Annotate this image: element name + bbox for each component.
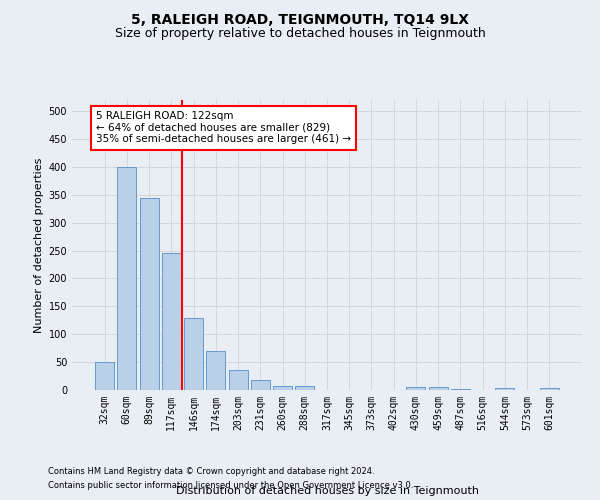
Text: Contains public sector information licensed under the Open Government Licence v3: Contains public sector information licen… <box>48 481 413 490</box>
Bar <box>295 386 314 390</box>
Bar <box>140 198 158 390</box>
Text: 5, RALEIGH ROAD, TEIGNMOUTH, TQ14 9LX: 5, RALEIGH ROAD, TEIGNMOUTH, TQ14 9LX <box>131 12 469 26</box>
Bar <box>206 351 225 390</box>
Bar <box>540 388 559 390</box>
Bar <box>273 386 292 390</box>
Bar <box>162 254 181 390</box>
Y-axis label: Number of detached properties: Number of detached properties <box>34 158 44 332</box>
X-axis label: Distribution of detached houses by size in Teignmouth: Distribution of detached houses by size … <box>176 486 479 496</box>
Text: Size of property relative to detached houses in Teignmouth: Size of property relative to detached ho… <box>115 28 485 40</box>
Text: 5 RALEIGH ROAD: 122sqm
← 64% of detached houses are smaller (829)
35% of semi-de: 5 RALEIGH ROAD: 122sqm ← 64% of detached… <box>96 111 351 144</box>
Bar <box>95 362 114 390</box>
Bar <box>451 389 470 390</box>
Bar <box>496 388 514 390</box>
Bar <box>184 318 203 390</box>
Bar <box>251 380 270 390</box>
Bar <box>229 370 248 390</box>
Bar <box>406 387 425 390</box>
Bar <box>429 387 448 390</box>
Bar <box>118 167 136 390</box>
Text: Contains HM Land Registry data © Crown copyright and database right 2024.: Contains HM Land Registry data © Crown c… <box>48 467 374 476</box>
